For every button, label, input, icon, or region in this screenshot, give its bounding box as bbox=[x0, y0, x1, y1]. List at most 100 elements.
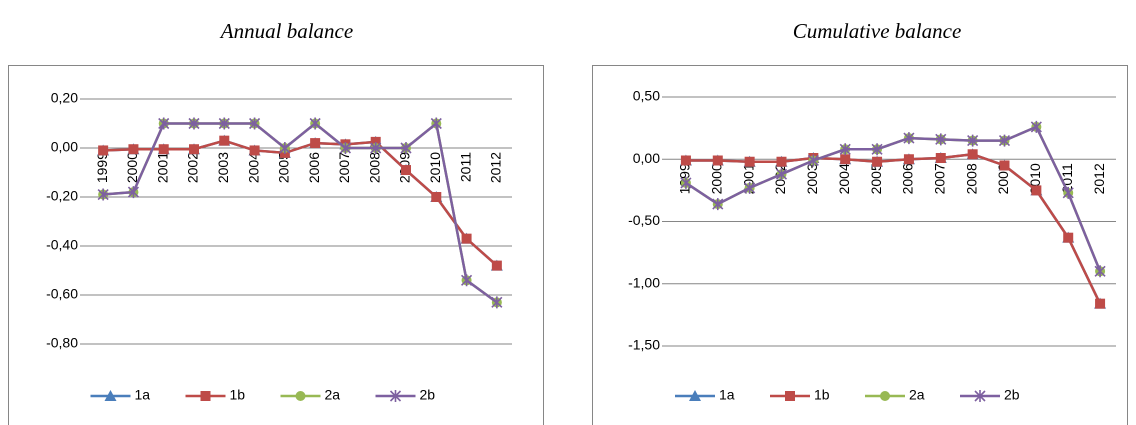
x-tick-label: 2001 bbox=[154, 152, 170, 183]
x-tick-label: 2003 bbox=[804, 163, 820, 194]
marker bbox=[1094, 265, 1106, 278]
chart-title: Annual balance bbox=[219, 19, 353, 43]
marker bbox=[712, 155, 723, 166]
x-tick-label: 2011 bbox=[457, 152, 473, 182]
marker bbox=[249, 117, 261, 130]
marker bbox=[967, 134, 979, 147]
y-tick-label: -0,80 bbox=[46, 335, 78, 351]
legend-label: 1b bbox=[230, 387, 246, 403]
x-tick-label: 2011 bbox=[1059, 163, 1075, 193]
x-tick-label: 2010 bbox=[427, 152, 443, 183]
marker bbox=[998, 134, 1011, 147]
legend-label: 2b bbox=[1004, 387, 1020, 403]
marker bbox=[279, 142, 291, 154]
marker bbox=[249, 145, 260, 156]
x-tick-label: 2006 bbox=[900, 163, 916, 194]
marker bbox=[219, 135, 230, 146]
x-tick-label: 2007 bbox=[931, 163, 947, 194]
y-tick-label: -0,50 bbox=[628, 212, 660, 228]
marker bbox=[309, 117, 321, 130]
marker bbox=[158, 117, 170, 130]
marker bbox=[680, 176, 692, 189]
marker bbox=[127, 186, 139, 199]
y-tick-label: -1,50 bbox=[628, 337, 660, 353]
marker bbox=[999, 160, 1010, 171]
series-line bbox=[103, 139, 498, 267]
x-tick-label: 2005 bbox=[276, 152, 292, 183]
x-tick-label: 2008 bbox=[366, 152, 382, 183]
chart-frame bbox=[8, 65, 544, 425]
marker bbox=[104, 390, 117, 401]
marker bbox=[491, 296, 503, 309]
marker bbox=[491, 260, 502, 271]
marker bbox=[1031, 185, 1042, 196]
x-tick-label: 2003 bbox=[215, 152, 231, 183]
legend-label: 2a bbox=[909, 387, 925, 403]
legend-label: 1b bbox=[814, 387, 830, 403]
marker bbox=[389, 390, 402, 402]
marker bbox=[840, 154, 851, 165]
marker bbox=[974, 390, 986, 402]
marker bbox=[689, 390, 701, 401]
marker bbox=[218, 117, 230, 130]
marker bbox=[295, 391, 306, 401]
marker bbox=[1063, 232, 1074, 243]
marker bbox=[400, 142, 412, 154]
x-tick-label: 2004 bbox=[245, 152, 261, 183]
y-tick-label: 0,00 bbox=[633, 150, 660, 166]
y-tick-label: 0,50 bbox=[633, 88, 660, 104]
legend-label: 2a bbox=[325, 387, 341, 403]
marker bbox=[128, 144, 139, 155]
marker bbox=[880, 391, 890, 401]
marker bbox=[903, 132, 915, 145]
marker bbox=[370, 142, 382, 154]
marker bbox=[430, 117, 442, 130]
marker bbox=[807, 154, 819, 167]
marker bbox=[744, 181, 756, 194]
x-tick-label: 2000 bbox=[708, 163, 724, 194]
x-tick-label: 2004 bbox=[836, 163, 852, 194]
x-tick-label: 2007 bbox=[336, 152, 352, 183]
series-line bbox=[685, 125, 1102, 272]
marker bbox=[189, 144, 199, 155]
marker bbox=[871, 143, 883, 156]
marker bbox=[461, 233, 472, 244]
x-tick-label: 2002 bbox=[185, 152, 201, 183]
legend-label: 1a bbox=[719, 387, 735, 403]
y-tick-label: 0,20 bbox=[51, 90, 78, 106]
marker bbox=[680, 155, 691, 166]
y-tick-label: -0,60 bbox=[46, 286, 78, 302]
marker bbox=[200, 391, 211, 401]
marker bbox=[775, 168, 788, 181]
marker bbox=[744, 156, 755, 167]
y-tick-label: -0,20 bbox=[46, 188, 78, 204]
marker bbox=[97, 188, 109, 201]
marker bbox=[776, 156, 787, 167]
marker bbox=[431, 192, 442, 202]
marker bbox=[98, 145, 109, 156]
y-tick-label: -0,40 bbox=[46, 237, 78, 253]
x-tick-label: 2008 bbox=[963, 163, 979, 194]
marker bbox=[1062, 186, 1074, 199]
series-line bbox=[685, 125, 1102, 272]
x-tick-label: 2012 bbox=[488, 152, 504, 183]
x-tick-label: 2009 bbox=[995, 163, 1011, 194]
x-tick-label: 2000 bbox=[124, 152, 140, 183]
y-tick-label: 0,00 bbox=[51, 139, 78, 155]
marker bbox=[158, 144, 169, 155]
x-tick-label: 1999 bbox=[94, 152, 110, 183]
y-tick-label: -1,00 bbox=[628, 274, 660, 290]
x-tick-label: 2012 bbox=[1091, 163, 1107, 194]
marker bbox=[839, 143, 851, 156]
marker bbox=[872, 156, 883, 167]
marker bbox=[188, 117, 200, 130]
chart-title: Cumulative balance bbox=[793, 19, 962, 43]
marker bbox=[935, 153, 946, 164]
marker bbox=[1030, 120, 1042, 133]
marker bbox=[967, 149, 978, 160]
marker bbox=[401, 165, 411, 176]
marker bbox=[310, 138, 321, 149]
marker bbox=[339, 142, 351, 154]
